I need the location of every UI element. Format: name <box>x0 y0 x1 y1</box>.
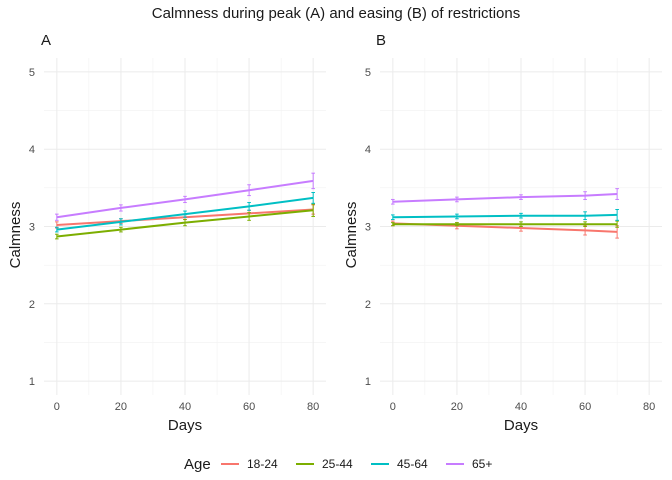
panel-a-x-tick-label: 20 <box>115 401 127 413</box>
legend-label-45-64: 45-64 <box>397 457 428 471</box>
panel-b-x-tick-label: 80 <box>643 401 655 413</box>
panel-b-y-tick-label: 4 <box>365 144 371 156</box>
panel-a-tag: A <box>41 32 51 49</box>
panel-b: B Calmness Days 0 20 40 60 80 1 2 3 4 5 <box>343 32 662 434</box>
panel-a-y-tick-label: 1 <box>29 376 35 388</box>
panel-a-series-65+ <box>55 172 315 221</box>
panel-a-x-tick-label: 80 <box>307 401 319 413</box>
panel-b-series-45-64 <box>391 208 619 221</box>
panel-b-y-tick-label: 5 <box>365 67 371 79</box>
panel-a-x-tick-label: 40 <box>179 401 191 413</box>
panel-b-x-tick-label: 20 <box>451 401 463 413</box>
panel-b-y-axis-label: Calmness <box>343 202 360 269</box>
panel-b-y-tick-label: 2 <box>365 299 371 311</box>
series-line <box>392 193 618 203</box>
panel-a-x-tick-label: 60 <box>243 401 255 413</box>
panel-a-x-tick-label: 0 <box>54 401 60 413</box>
panel-b-series-65+ <box>391 188 619 205</box>
series-line <box>56 179 314 219</box>
legend-label-18-24: 18-24 <box>247 457 278 471</box>
figure-title: Calmness during peak (A) and easing (B) … <box>152 5 521 22</box>
panel-a-y-tick-label: 4 <box>29 144 35 156</box>
panel-a-y-tick-label: 5 <box>29 67 35 79</box>
legend-title: Age <box>184 456 211 473</box>
panel-a: A Calmness Days 0 20 40 60 80 1 2 3 4 5 <box>7 32 326 434</box>
panel-b-x-axis-label: Days <box>504 417 538 434</box>
panel-b-x-tick-label: 40 <box>515 401 527 413</box>
panel-b-x-tick-label: 60 <box>579 401 591 413</box>
panel-b-y-tick-label: 1 <box>365 376 371 388</box>
legend: Age 18-24 25-44 45-64 65+ <box>184 456 492 473</box>
series-line <box>56 196 314 231</box>
panel-b-tag: B <box>376 32 386 49</box>
panel-b-x-tick-label: 0 <box>390 401 396 413</box>
legend-label-65+: 65+ <box>472 457 492 471</box>
series-line <box>392 213 618 219</box>
panel-a-series-45-64 <box>55 191 315 233</box>
panel-a-y-tick-label: 2 <box>29 299 35 311</box>
panel-a-x-axis-label: Days <box>168 417 202 434</box>
series-line <box>56 209 314 238</box>
panel-a-series-25-44 <box>55 203 315 240</box>
panel-b-y-tick-label: 3 <box>365 222 371 234</box>
panel-a-y-tick-label: 3 <box>29 222 35 234</box>
legend-label-25-44: 25-44 <box>322 457 353 471</box>
panel-a-y-axis-label: Calmness <box>7 202 24 269</box>
panel-a-grid <box>44 58 326 395</box>
panel-b-series-25-44 <box>391 220 619 228</box>
